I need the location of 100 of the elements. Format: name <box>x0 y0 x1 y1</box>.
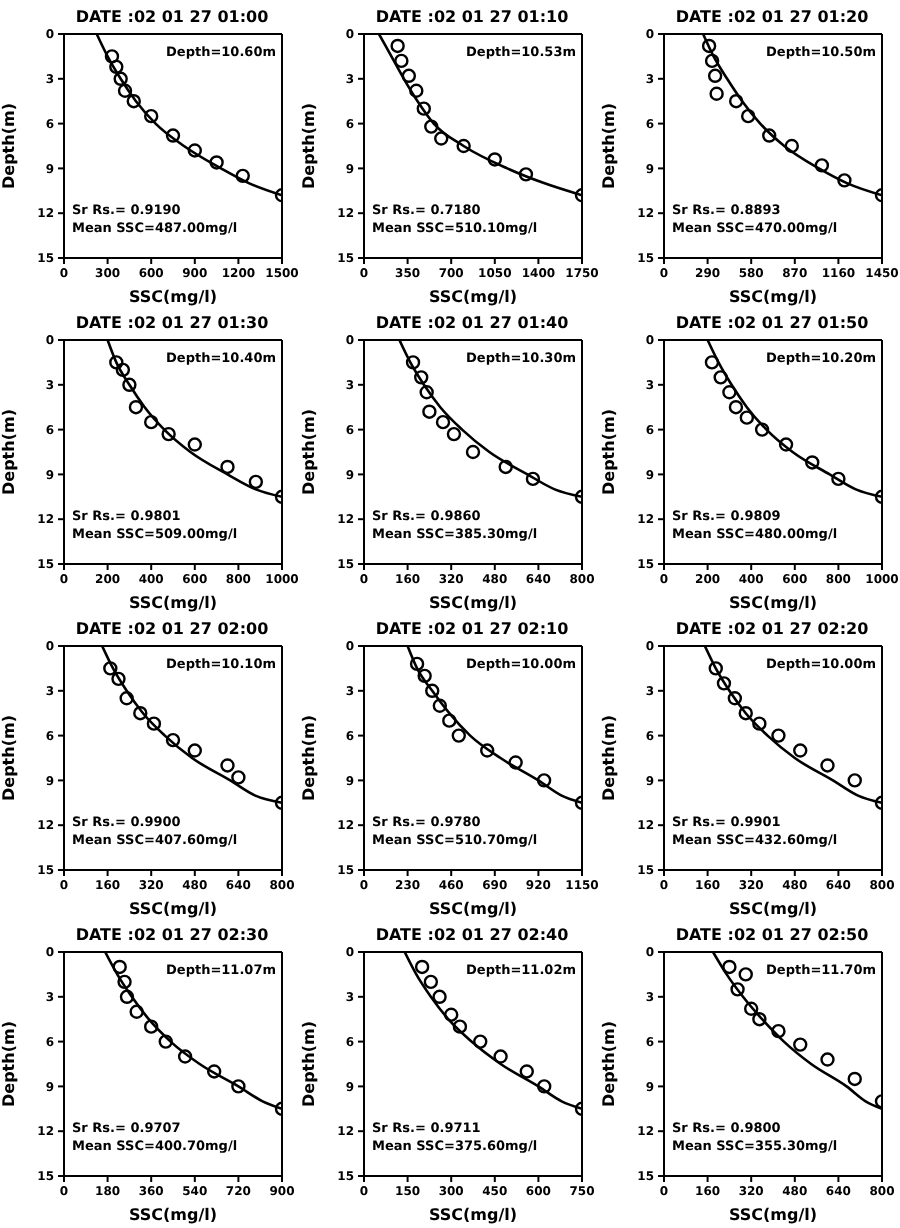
y-axis-title: Depth(m) <box>599 103 618 189</box>
point <box>158 1034 173 1049</box>
point <box>165 128 181 143</box>
point <box>805 455 820 470</box>
point <box>111 671 126 687</box>
y-axis-title: Depth(m) <box>0 715 18 801</box>
point <box>187 743 202 758</box>
point <box>220 758 235 773</box>
point <box>752 716 767 731</box>
chart-title: DATE :02 01 27 02:20 <box>673 620 871 638</box>
chart-title: DATE :02 01 27 02:50 <box>673 926 871 944</box>
point <box>117 83 133 98</box>
point <box>525 471 541 487</box>
y-axis-title: Depth(m) <box>0 409 18 495</box>
point <box>847 773 862 788</box>
y-axis-title: Depth(m) <box>0 103 18 189</box>
x-axis-title: SSC(mg/l) <box>728 594 818 612</box>
point <box>126 94 141 109</box>
point <box>414 370 429 385</box>
point <box>771 1023 786 1039</box>
chart-title: DATE :02 01 27 02:00 <box>73 620 271 638</box>
point <box>778 437 794 452</box>
point <box>109 355 124 370</box>
point <box>837 173 852 188</box>
point <box>122 377 137 392</box>
point <box>728 94 744 109</box>
point <box>144 414 159 430</box>
point <box>112 959 127 975</box>
point <box>446 426 462 442</box>
point <box>390 38 405 54</box>
point <box>409 656 425 672</box>
point <box>704 53 720 69</box>
point <box>129 1004 144 1019</box>
point <box>730 982 745 997</box>
point <box>442 713 457 728</box>
point <box>508 755 523 770</box>
x-axis-title: SSC(mg/l) <box>128 900 218 918</box>
point <box>452 1019 468 1034</box>
point <box>487 152 502 167</box>
chart-title: DATE :02 01 27 01:40 <box>373 314 571 332</box>
point <box>119 691 134 706</box>
point <box>831 471 846 487</box>
point <box>701 38 717 54</box>
point <box>498 459 513 475</box>
point <box>144 1019 159 1034</box>
point <box>451 728 466 743</box>
x-axis-title: SSC(mg/l) <box>428 594 518 612</box>
point <box>401 68 417 84</box>
point <box>432 989 447 1004</box>
point <box>480 743 495 758</box>
point <box>435 414 451 430</box>
point <box>820 758 835 773</box>
point <box>716 676 732 691</box>
y-axis-title: Depth(m) <box>299 103 318 189</box>
point <box>793 1037 808 1052</box>
point <box>422 404 437 419</box>
point <box>707 68 723 84</box>
point <box>405 355 421 370</box>
point <box>209 155 224 170</box>
point <box>128 400 144 415</box>
point <box>444 1007 459 1022</box>
chart-title: DATE :02 01 27 01:20 <box>673 8 871 26</box>
point <box>704 355 720 370</box>
point <box>206 1064 222 1079</box>
chart-title: DATE :02 01 27 01:00 <box>73 8 271 26</box>
point <box>235 168 250 184</box>
point <box>416 101 431 116</box>
point <box>220 459 235 475</box>
x-axis-title: SSC(mg/l) <box>428 288 518 306</box>
point <box>739 410 755 425</box>
point <box>423 974 439 990</box>
point <box>740 108 756 124</box>
point <box>708 661 723 676</box>
point <box>722 959 737 975</box>
point <box>536 773 552 788</box>
point <box>187 143 202 158</box>
point <box>493 1049 508 1064</box>
point <box>165 732 181 748</box>
point <box>115 362 131 378</box>
point <box>394 53 409 69</box>
x-axis-title: SSC(mg/l) <box>728 288 818 306</box>
point <box>713 370 728 385</box>
point <box>103 661 118 676</box>
point <box>187 437 202 452</box>
point <box>434 131 449 146</box>
x-axis-title: SSC(mg/l) <box>428 1206 518 1224</box>
point <box>177 1049 193 1064</box>
point <box>133 706 148 721</box>
point <box>109 59 124 75</box>
y-axis-title: Depth(m) <box>599 1021 618 1107</box>
chart-title: DATE :02 01 27 02:40 <box>373 926 571 944</box>
x-axis-title: SSC(mg/l) <box>128 594 218 612</box>
point <box>754 422 770 437</box>
x-axis-title: SSC(mg/l) <box>428 900 518 918</box>
point <box>820 1052 835 1067</box>
y-axis-title: Depth(m) <box>599 409 618 495</box>
point <box>409 83 424 98</box>
point <box>473 1034 488 1049</box>
point <box>738 706 753 721</box>
point <box>146 716 162 731</box>
